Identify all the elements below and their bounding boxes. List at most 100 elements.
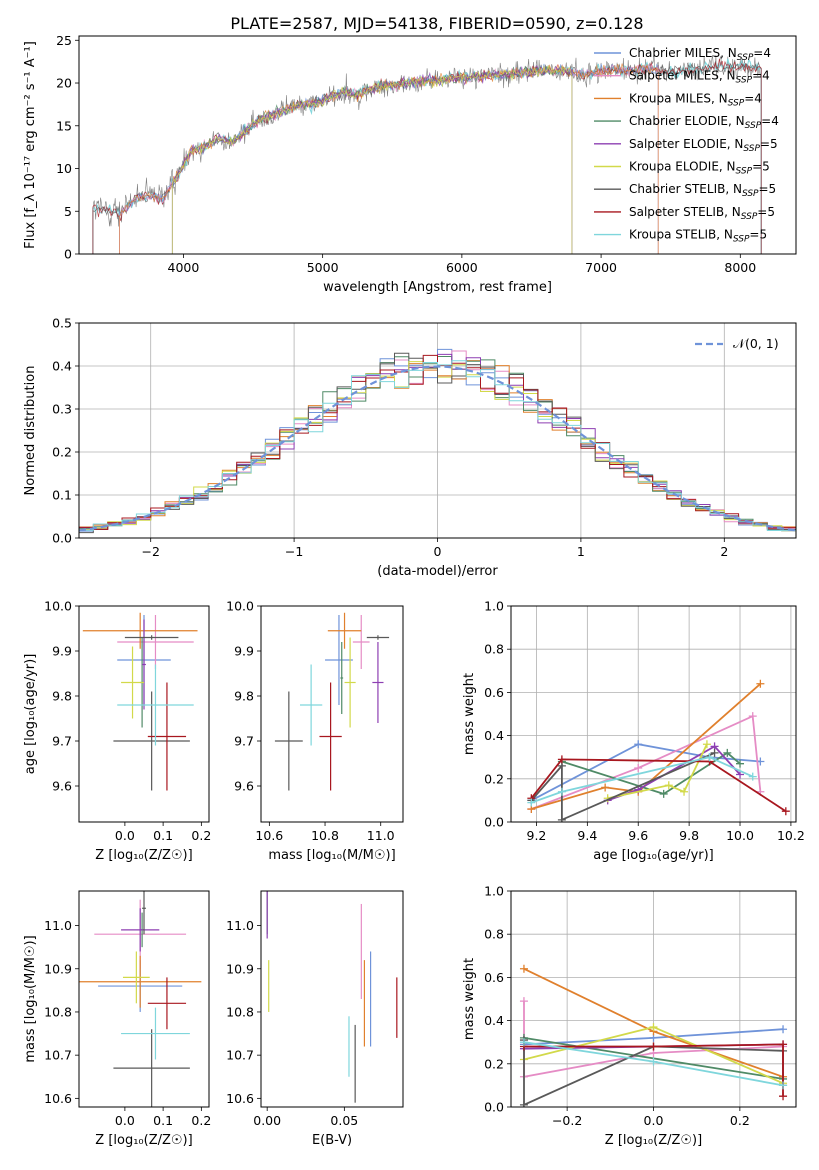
- weight-marker-salpeter_miles: [519, 997, 528, 1006]
- x-tick-label: 0.2: [191, 1113, 211, 1128]
- figure-title: PLATE=2587, MJD=54138, FIBERID=0590, z=0…: [230, 14, 643, 33]
- residual-legend: 𝒩(0, 1): [695, 336, 779, 351]
- x-axis-label: E(B-V): [312, 1133, 352, 1148]
- spectrum-model-line-salpeter_elodie: [171, 65, 573, 254]
- y-tick-label: 15: [56, 118, 72, 133]
- y-axis-label: mass weight: [462, 958, 477, 1040]
- y-tick-label: 9.6: [52, 779, 72, 794]
- x-tick-label: 11.0: [367, 828, 395, 843]
- y-tick-label: 9.6: [234, 779, 254, 794]
- y-tick-label: 10.6: [44, 1091, 72, 1106]
- y-tick-label: 9.7: [52, 734, 72, 749]
- weight-marker-chabrier_miles: [634, 740, 643, 749]
- age_vs_mass-panel: 10.6 10.8 11.0 9.6 9.7 9.8 9.9 10.0 mass [log₁₀(…: [226, 599, 404, 863]
- y-tick-label: 0: [64, 247, 72, 262]
- residual-histograms: [79, 348, 796, 534]
- x-axis-label: Z [log₁₀(Z/Z☉)]: [95, 1133, 192, 1148]
- weight-marker-salpeter_stelib: [781, 807, 790, 816]
- y-tick-label: 0.6: [484, 685, 504, 700]
- weight-marker-chabrier_elodie: [736, 759, 745, 768]
- weight-marker-chabrier_stelib: [519, 1100, 528, 1107]
- y-tick-label: 0.0: [52, 531, 72, 546]
- weight_vs_Z-panel: −0.2 0.0 0.2 0.0 0.2 0.4 0.6 0.8 1.0 Z [log₁₀(Z/Z…: [462, 884, 797, 1148]
- spectrum-model-line-chabrier_elodie: [171, 65, 573, 254]
- y-tick-label: 0.0: [484, 815, 504, 830]
- y-axis-label: mass weight: [462, 673, 477, 755]
- x-tick-label: 9.2: [527, 828, 547, 843]
- y-tick-label: 1.0: [484, 599, 504, 614]
- x-tick-label: 0.0: [115, 828, 135, 843]
- weight-marker-kroupa_elodie: [649, 1023, 658, 1032]
- x-tick-label: 0.00: [253, 1113, 281, 1128]
- weight-marker-kroupa_elodie: [680, 787, 689, 796]
- x-tick-label: 0.0: [644, 1113, 664, 1128]
- weight-marker-kroupa_stelib: [748, 772, 757, 781]
- y-tick-label: 9.7: [234, 734, 254, 749]
- y-tick-label: 0.8: [484, 642, 504, 657]
- x-tick-label: 9.6: [628, 828, 648, 843]
- y-tick-label: 20: [56, 76, 72, 91]
- legend-label: 𝒩(0, 1): [733, 336, 779, 351]
- y-tick-label: 11.0: [226, 918, 254, 933]
- x-tick-label: 0.05: [330, 1113, 358, 1128]
- weight-marker-salpeter_stelib: [557, 755, 566, 764]
- y-tick-label: 0.2: [484, 771, 504, 786]
- y-tick-label: 9.9: [234, 644, 254, 659]
- weight-marker-salpeter_stelib: [779, 1040, 788, 1049]
- plot-frame: [260, 605, 404, 823]
- weight-marker-chabrier_miles: [779, 1025, 788, 1034]
- x-axis-label: Z [log₁₀(Z/Z☉)]: [95, 848, 192, 863]
- x-tick-label: −0.2: [552, 1113, 582, 1128]
- x-tick-label: 0.1: [153, 1113, 173, 1128]
- x-axis-label: mass [log₁₀(M/M☉)]: [268, 848, 395, 863]
- x-tick-label: 2: [720, 544, 728, 559]
- y-tick-label: 0.4: [484, 728, 504, 743]
- y-tick-label: 10.6: [226, 1091, 254, 1106]
- weight-marker-chabrier_elodie: [659, 789, 668, 798]
- plot-frame: [510, 890, 797, 1108]
- legend-label: Salpeter MILES, NSSP=4: [629, 69, 770, 86]
- weight-marker-kroupa_elodie: [702, 740, 711, 749]
- mass_vs_ebv-errorbars: [266, 891, 398, 1103]
- spectrum-panel: 4000 5000 6000 7000 8000 0 5 10 15 20 25 wavelength…: [23, 33, 797, 295]
- weight-line-kroupa_elodie: [607, 743, 708, 800]
- y-axis-label: age [log₁₀(age/yr)]: [23, 654, 38, 775]
- y-tick-label: 11.0: [44, 918, 72, 933]
- age_vs_Z-panel: 0.0 0.1 0.2 9.6 9.7 9.8 9.9 10.0 Z [log₁₀(Z/Z☉)]…: [23, 599, 211, 864]
- y-tick-label: 0.6: [484, 970, 504, 985]
- x-tick-label: 9.4: [577, 828, 597, 843]
- weight-line-salpeter_stelib: [530, 758, 787, 812]
- y-tick-label: 1.0: [484, 884, 504, 899]
- plot-frame: [78, 890, 210, 1108]
- y-tick-label: 25: [56, 33, 72, 48]
- y-tick-label: 0.2: [52, 445, 72, 460]
- x-tick-label: −2: [141, 544, 159, 559]
- y-tick-label: 10.8: [44, 1004, 72, 1019]
- y-tick-label: 0.1: [52, 488, 72, 503]
- weight-marker-kroupa_miles: [756, 679, 765, 688]
- residuals-panel: −2 −1 0 1 2 0.0 0.1 0.2 0.3 0.4 0.5 (data-model)/er…: [23, 316, 797, 579]
- x-axis-label: age [log₁₀(age/yr)]: [593, 848, 714, 863]
- weight_vs_Z-lines: [519, 964, 788, 1107]
- legend-label: Chabrier ELODIE, NSSP=4: [629, 114, 779, 131]
- weight-marker-kroupa_stelib: [557, 787, 566, 796]
- x-tick-label: 1: [577, 544, 585, 559]
- x-axis-label: Z [log₁₀(Z/Z☉)]: [605, 1133, 702, 1148]
- mass_vs_Z-panel: 0.0 0.1 0.2 10.6 10.7 10.8 10.9 11.0 Z [log₁₀(Z/…: [23, 890, 211, 1148]
- mass_vs_Z-errorbars: [79, 891, 202, 1107]
- y-tick-label: 0.3: [52, 402, 72, 417]
- spectrum-lines: [92, 53, 762, 254]
- y-tick-label: 9.8: [234, 689, 254, 704]
- plot-frame: [78, 35, 797, 255]
- x-tick-label: 0.2: [191, 828, 211, 843]
- x-tick-label: 10.0: [726, 828, 754, 843]
- histogram-salpeter_stelib: [79, 354, 796, 530]
- weight-marker-kroupa_stelib: [527, 798, 536, 807]
- legend-label: Chabrier MILES, NSSP=4: [629, 46, 771, 63]
- y-axis-label: Normed distribution: [23, 366, 38, 496]
- weight-marker-kroupa_stelib: [649, 1057, 658, 1066]
- age_vs_mass-errorbars: [274, 612, 390, 791]
- x-axis-label: (data-model)/error: [377, 564, 498, 579]
- weight-marker-kroupa_miles: [601, 783, 610, 792]
